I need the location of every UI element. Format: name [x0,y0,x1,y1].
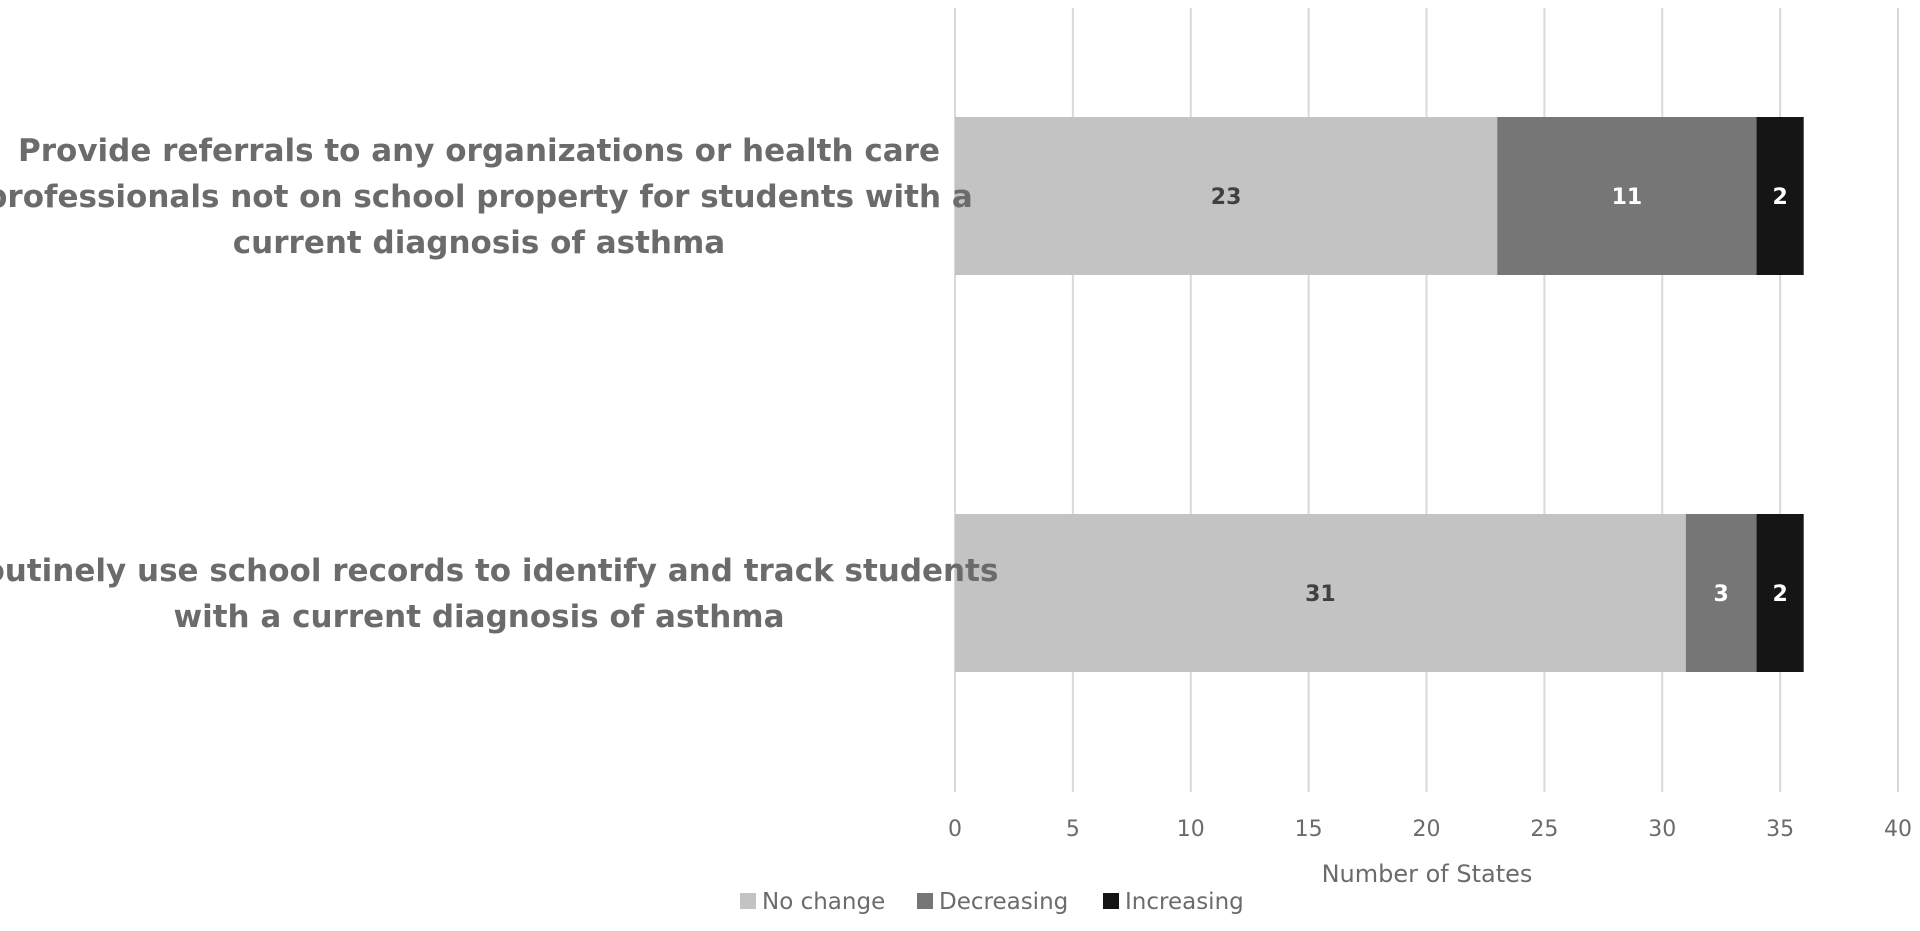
x-tick-label: 30 [1648,817,1676,842]
legend-label: Increasing [1125,889,1244,915]
bar-segment [1497,117,1757,275]
category-label: current diagnosis of asthma [233,225,725,261]
category-label: professionals not on school property for… [0,179,973,215]
legend-swatch [1103,893,1119,909]
data-label: 31 [1305,582,1336,607]
bars [955,117,1804,672]
bar-segment [1756,117,1804,275]
data-label: 2 [1772,185,1787,210]
bar-segment [1685,514,1757,672]
category-label: Routinely use school records to identify… [0,553,998,589]
category-label: with a current diagnosis of asthma [173,599,784,635]
legend: No change Decreasing Increasing [740,889,1244,915]
x-tick-label: 20 [1413,817,1441,842]
bar-segment [1756,514,1804,672]
legend-label: No change [762,889,885,915]
data-label: 11 [1612,185,1643,210]
x-tick-label: 10 [1177,817,1205,842]
legend-swatch [917,893,933,909]
data-labels: 23 11 2 31 3 2 [1211,185,1788,607]
data-label: 3 [1714,582,1729,607]
data-label: 23 [1211,185,1242,210]
legend-swatch [740,893,756,909]
x-tick-label: 15 [1295,817,1323,842]
x-tick-label: 35 [1766,817,1794,842]
x-axis-tick-labels: 0 5 10 15 20 25 30 35 40 [948,817,1912,842]
x-tick-label: 40 [1884,817,1912,842]
x-tick-label: 25 [1530,817,1558,842]
x-tick-label: 0 [948,817,962,842]
x-axis-title: Number of States [1322,860,1533,888]
bar-segment [955,117,1498,275]
category-labels: Provide referrals to any organizations o… [0,133,998,635]
legend-label: Decreasing [939,889,1068,915]
category-label: Provide referrals to any organizations o… [18,133,940,169]
data-label: 2 [1772,582,1787,607]
bar-segment [955,514,1686,672]
x-tick-label: 5 [1066,817,1080,842]
